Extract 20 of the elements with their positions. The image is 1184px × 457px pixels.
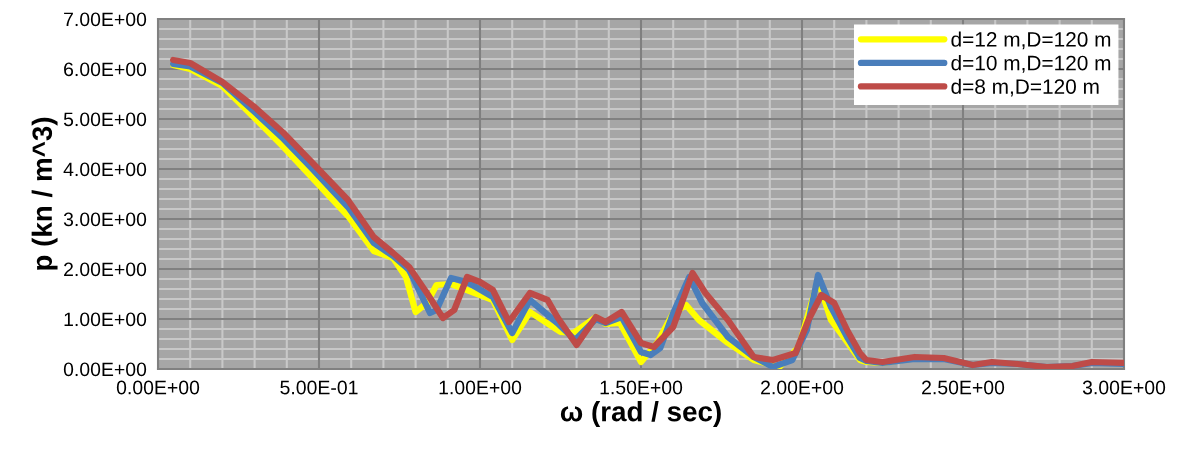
y-tick-label: 4.00E+00 [63,162,147,177]
x-axis-title: ω (rad / sec) [560,401,721,427]
x-tick-label: 2.50E+00 [922,380,1005,395]
legend-label: d=8 m,D=120 m [951,78,1099,97]
x-tick-label: 2.00E+00 [761,380,844,395]
y-tick-label: 2.00E+00 [64,262,147,277]
y-axis-title: p (kn / m^3) [31,117,58,270]
y-tick-label: 3.00E+00 [63,212,147,227]
y-tick-label: 0.00E+00 [63,362,147,377]
x-tick-label: 5.00E-01 [280,380,358,395]
x-tick-label: 1.50E+00 [600,380,683,395]
x-tick-label: 0.00E+00 [116,380,200,395]
y-tick-label: 7.00E+00 [64,12,147,27]
legend-label: d=12 m,D=120 m [951,31,1111,50]
y-tick-label: 5.00E+00 [63,112,147,127]
y-tick-label: 6.00E+00 [64,62,147,77]
x-tick-label: 1.00E+00 [439,380,522,395]
legend-label: d=10 m,D=120 m [951,55,1111,73]
x-tick-label: 3.00E+00 [1082,380,1166,395]
y-tick-label: 1.00E+00 [64,312,147,327]
